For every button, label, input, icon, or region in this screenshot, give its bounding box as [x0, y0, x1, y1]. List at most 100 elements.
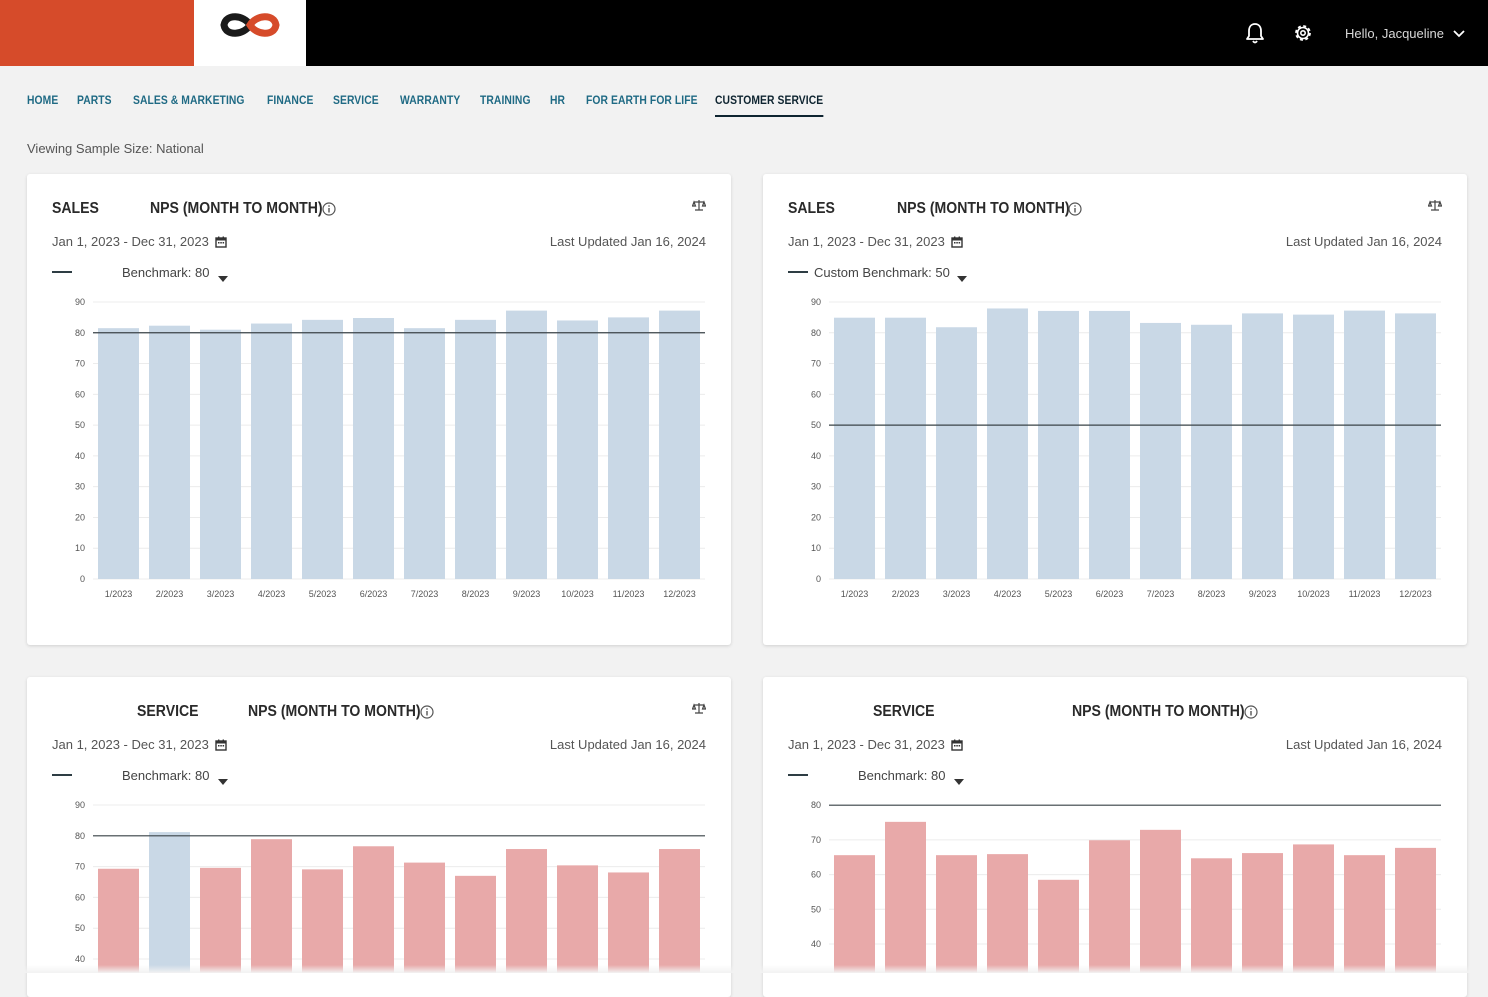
bar[interactable] — [659, 310, 700, 579]
bar[interactable] — [1344, 310, 1385, 579]
x-tick-label: 12/2023 — [663, 589, 696, 599]
caret-down-icon[interactable] — [218, 772, 228, 785]
caret-down-icon[interactable] — [218, 269, 228, 282]
tab-training[interactable]: TRAINING — [479, 93, 531, 107]
last-updated: Last Updated Jan 16, 2024 — [1285, 234, 1442, 249]
benchmark-dropdown[interactable]: Benchmark: 80 — [122, 265, 210, 280]
calendar-icon[interactable] — [951, 738, 963, 751]
card-metric-title: NPS (MONTH TO MONTH) — [1072, 703, 1245, 720]
bar[interactable] — [885, 821, 926, 973]
bar[interactable] — [1242, 853, 1283, 973]
tab-customer-service[interactable]: CUSTOMER SERVICE — [714, 93, 824, 117]
bar[interactable] — [98, 868, 139, 973]
bar[interactable] — [834, 855, 875, 973]
tab-warranty[interactable]: WARRANTY — [399, 93, 460, 107]
tab-for-earth-for-life[interactable]: FOR EARTH FOR LIFE — [586, 93, 698, 107]
tab-home[interactable]: HOME — [27, 93, 59, 107]
x-tick-label: 7/2023 — [411, 589, 439, 599]
caret-down-icon[interactable] — [954, 772, 964, 785]
bar[interactable] — [936, 855, 977, 973]
sales-nps-custom-card: SALES NPS (MONTH TO MONTH) Jan 1, 2023 -… — [763, 174, 1467, 645]
tab-finance[interactable]: FINANCE — [267, 93, 314, 107]
bar[interactable] — [506, 310, 547, 579]
bar[interactable] — [353, 846, 394, 973]
y-tick-label: 30 — [811, 482, 821, 492]
bar[interactable] — [1089, 310, 1130, 579]
bar[interactable] — [200, 867, 241, 973]
bar[interactable] — [1344, 855, 1385, 973]
bar[interactable] — [98, 328, 139, 579]
info-icon[interactable] — [1068, 202, 1082, 216]
bar[interactable] — [1038, 879, 1079, 973]
bar[interactable] — [149, 325, 190, 579]
user-greeting[interactable]: Hello, Jacqueline — [1345, 26, 1445, 41]
calendar-icon[interactable] — [951, 235, 963, 248]
caret-down-icon[interactable] — [957, 269, 967, 282]
bar[interactable] — [1395, 847, 1436, 973]
bar[interactable] — [608, 872, 649, 973]
bar[interactable] — [1395, 313, 1436, 579]
bar[interactable] — [455, 319, 496, 579]
scale-icon[interactable] — [1427, 198, 1443, 212]
sample-size-label: Viewing Sample Size: National — [27, 141, 204, 156]
bar[interactable] — [251, 839, 292, 973]
scale-icon[interactable] — [691, 198, 707, 212]
logo[interactable] — [194, 0, 306, 66]
bar[interactable] — [1293, 844, 1334, 973]
bar[interactable] — [885, 317, 926, 579]
x-tick-label: 2/2023 — [892, 589, 920, 599]
chevron-down-icon[interactable] — [1451, 26, 1467, 42]
bar[interactable] — [1242, 313, 1283, 579]
bar[interactable] — [200, 329, 241, 579]
y-tick-label: 90 — [75, 800, 85, 810]
tab-sales-marketing[interactable]: SALES & MARKETING — [132, 93, 245, 107]
bar[interactable] — [1089, 840, 1130, 973]
bar[interactable] — [987, 854, 1028, 973]
benchmark-dropdown[interactable]: Benchmark: 80 — [122, 768, 210, 783]
tab-hr[interactable]: HR — [549, 93, 565, 107]
service-nps-card: SERVICE NPS (MONTH TO MONTH) Jan 1, 2023… — [27, 677, 731, 997]
tab-parts[interactable]: PARTS — [77, 93, 113, 107]
card-metric-title: NPS (MONTH TO MONTH) — [150, 200, 323, 217]
bar[interactable] — [1191, 858, 1232, 973]
tab-service[interactable]: SERVICE — [333, 93, 380, 107]
bar[interactable] — [506, 849, 547, 973]
bar[interactable] — [302, 319, 343, 579]
benchmark-dropdown[interactable]: Custom Benchmark: 50 — [814, 265, 950, 280]
calendar-icon[interactable] — [215, 738, 227, 751]
bar[interactable] — [834, 317, 875, 579]
scale-icon[interactable] — [691, 701, 707, 715]
bar[interactable] — [936, 327, 977, 579]
bar[interactable] — [353, 318, 394, 579]
info-icon[interactable] — [1244, 705, 1258, 719]
bar[interactable] — [659, 849, 700, 973]
bar[interactable] — [1140, 322, 1181, 579]
bar[interactable] — [1038, 310, 1079, 579]
y-tick-label: 20 — [75, 512, 85, 522]
bar[interactable] — [149, 832, 190, 973]
x-tick-label: 9/2023 — [1249, 589, 1277, 599]
bar[interactable] — [557, 320, 598, 579]
bar[interactable] — [251, 323, 292, 579]
y-tick-label: 40 — [811, 939, 821, 949]
y-tick-label: 80 — [75, 328, 85, 338]
calendar-icon[interactable] — [215, 235, 227, 248]
bar[interactable] — [557, 865, 598, 973]
bar[interactable] — [302, 869, 343, 973]
benchmark-dropdown[interactable]: Benchmark: 80 — [858, 768, 946, 783]
bell-icon[interactable] — [1242, 20, 1268, 46]
date-range: Jan 1, 2023 - Dec 31, 2023 — [52, 234, 209, 249]
bar[interactable] — [1140, 829, 1181, 973]
bar[interactable] — [987, 308, 1028, 579]
bar[interactable] — [404, 328, 445, 579]
info-icon[interactable] — [420, 705, 434, 719]
x-tick-label: 1/2023 — [105, 589, 133, 599]
bar[interactable] — [608, 317, 649, 579]
bar[interactable] — [455, 875, 496, 973]
gear-icon[interactable] — [1290, 20, 1316, 46]
bar[interactable] — [404, 862, 445, 973]
y-tick-label: 90 — [75, 297, 85, 307]
bar[interactable] — [1191, 324, 1232, 579]
info-icon[interactable] — [322, 202, 336, 216]
bar[interactable] — [1293, 314, 1334, 579]
